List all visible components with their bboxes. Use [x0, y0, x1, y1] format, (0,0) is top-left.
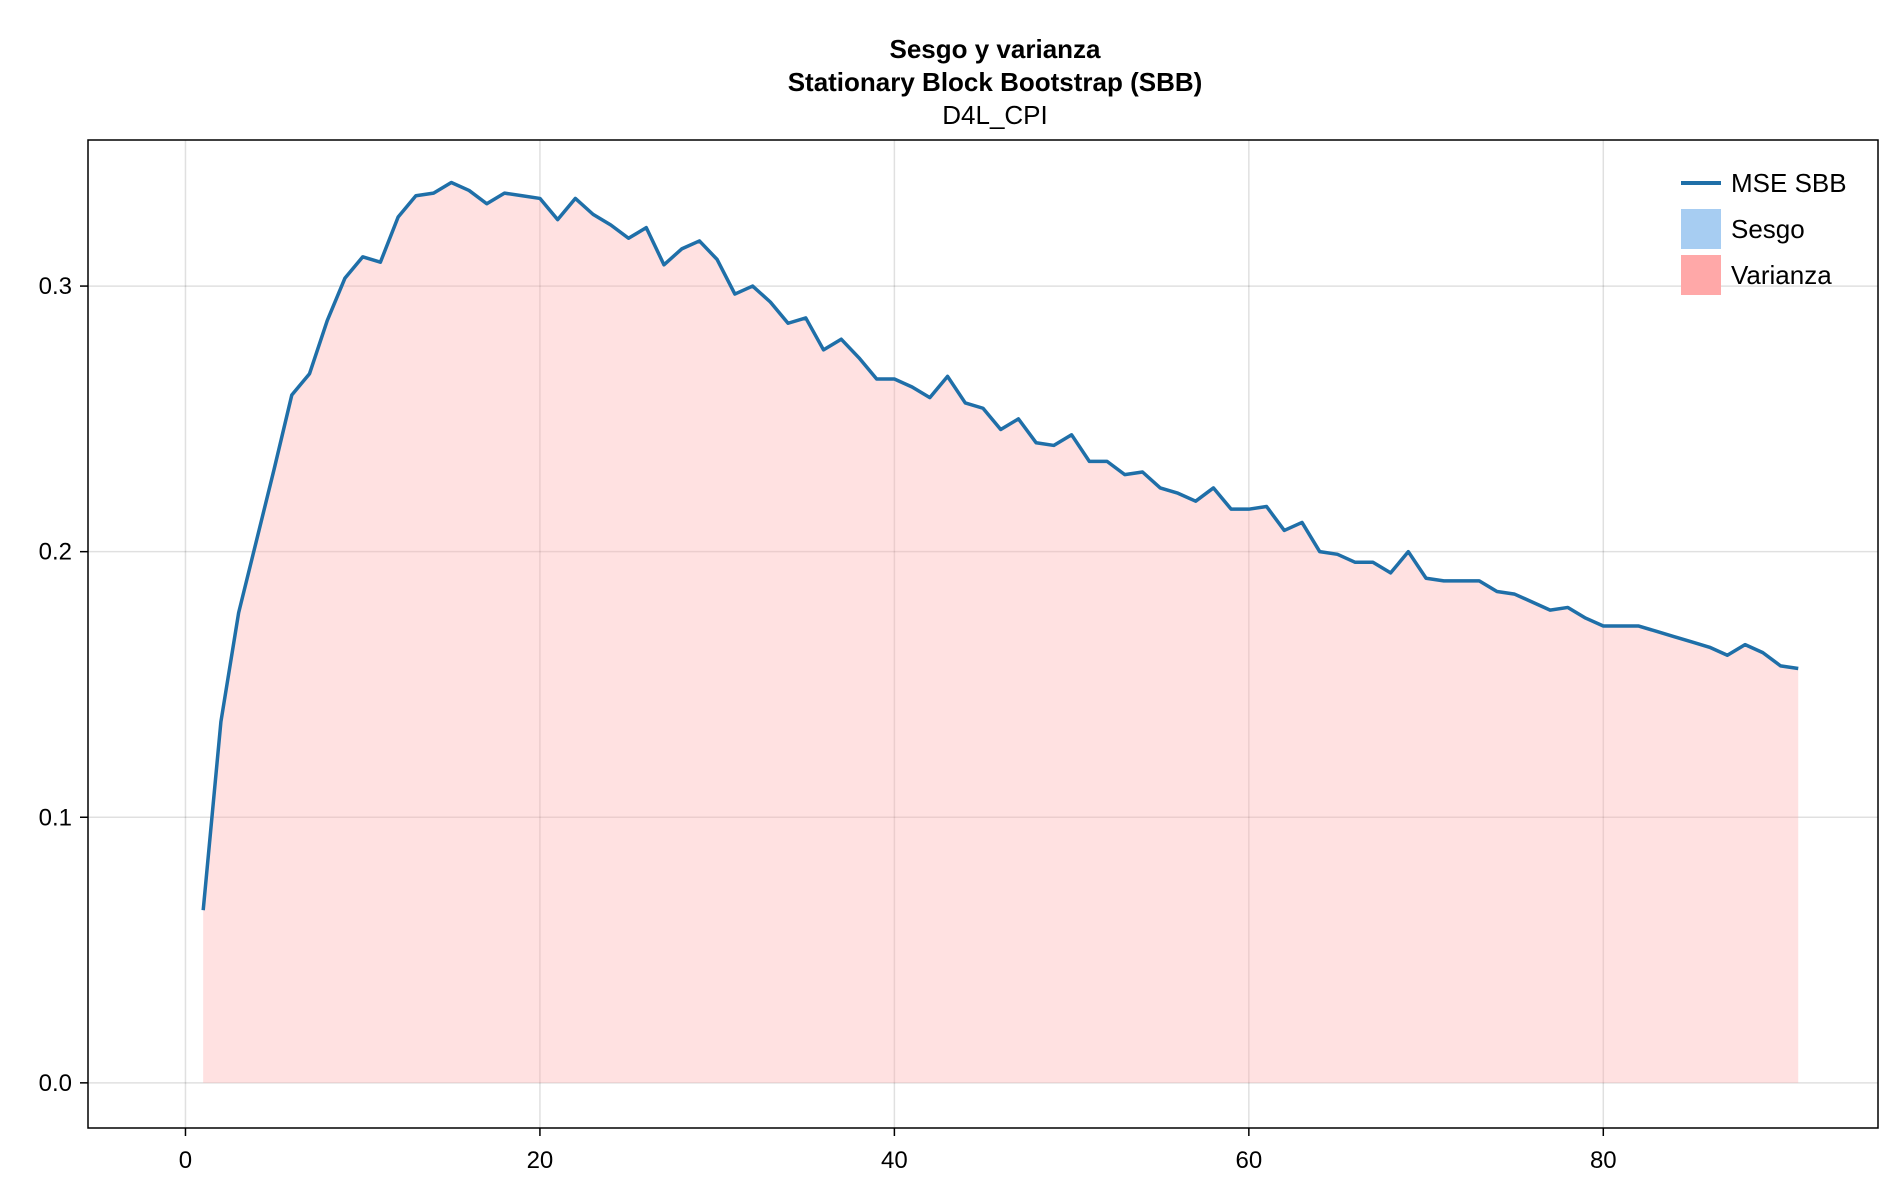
chart-subsubtitle: D4L_CPI — [942, 100, 1048, 130]
legend-label-varianza: Varianza — [1731, 260, 1832, 290]
y-tick-label: 0.1 — [39, 804, 72, 831]
varianza-area — [203, 182, 1799, 1083]
x-tick-label: 80 — [1590, 1147, 1617, 1174]
area-layer — [203, 182, 1799, 1083]
y-tick-label: 0.2 — [39, 539, 72, 566]
x-tick-label: 60 — [1235, 1147, 1262, 1174]
legend-swatch-varianza — [1681, 255, 1721, 295]
chart-title: Sesgo y varianza — [890, 34, 1102, 64]
legend-swatch-sesgo — [1681, 209, 1721, 249]
y-tick-label: 0.0 — [39, 1070, 72, 1097]
y-axis: 0.0 0.1 0.2 0.3 — [39, 273, 88, 1097]
plot-frame — [87, 139, 1879, 1129]
line-layer — [201, 180, 1799, 911]
legend-label-mse-sbb: MSE SBB — [1731, 168, 1847, 198]
grid — [88, 140, 1878, 1128]
legend-label-sesgo: Sesgo — [1731, 214, 1805, 244]
x-axis: 0 20 40 60 80 — [179, 1128, 1617, 1174]
y-tick-label: 0.3 — [39, 273, 72, 300]
mse-sbb-line — [201, 180, 1799, 911]
x-tick-label: 0 — [179, 1147, 192, 1174]
x-tick-label: 20 — [527, 1147, 554, 1174]
chart-subtitle: Stationary Block Bootstrap (SBB) — [788, 67, 1203, 97]
legend: MSE SBB Sesgo Varianza — [1681, 168, 1847, 295]
x-tick-label: 40 — [881, 1147, 908, 1174]
